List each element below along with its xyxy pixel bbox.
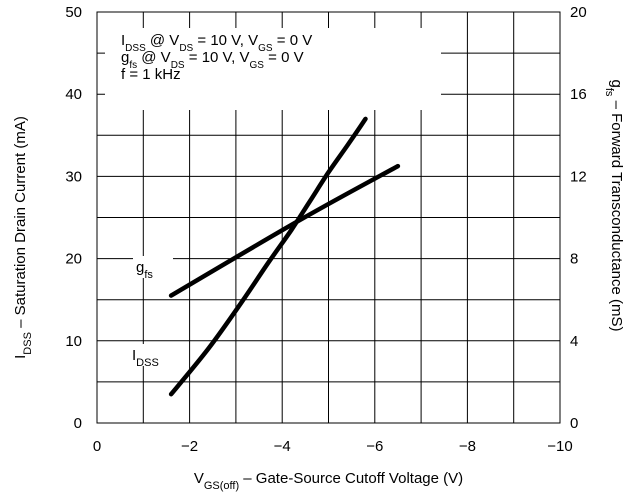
y-right-tick-label: 12: [570, 168, 587, 185]
y-left-axis-label: IDSS – Saturation Drain Current (mA): [12, 116, 34, 359]
y-left-tick-label: 0: [74, 415, 82, 432]
test-condition: gfs @ VDS = 10 V, VGS = 0 V: [121, 49, 304, 71]
y-right-tick-label: 16: [570, 86, 587, 103]
curves: [168, 116, 401, 397]
tick-labels: 0 −2 −4 −6 −8 −10 0 10 20 30 40 50 0 4 8 12 16 20: [65, 4, 586, 455]
y-right-axis-label: gfs – Forward Transconductance (mS): [603, 80, 625, 332]
y-right-tick-label: 0: [570, 415, 578, 432]
series-label-bg: [129, 344, 179, 366]
x-tick-label: −6: [366, 438, 383, 455]
y-left-tick-label: 30: [65, 168, 82, 185]
x-tick-label: −10: [547, 438, 572, 455]
y-left-tick-label: 50: [65, 4, 82, 21]
x-tick-label: 0: [93, 438, 101, 455]
y-right-tick-label: 20: [570, 4, 587, 21]
grid: [96, 11, 561, 424]
x-axis-label: VGS(off) – Gate-Source Cutoff Voltage (V…: [194, 470, 463, 492]
series-label-bg: [133, 256, 173, 278]
x-tick-label: −8: [459, 438, 476, 455]
y-right-tick-label: 4: [570, 333, 578, 350]
series-line-idss: [168, 116, 368, 397]
test-condition: f = 1 kHz: [121, 66, 181, 83]
labels: VGS(off) – Gate-Source Cutoff Voltage (V…: [12, 32, 625, 492]
x-tick-label: −4: [274, 438, 291, 455]
series-label: IDSS: [132, 347, 159, 369]
plot-frame: [96, 11, 561, 424]
y-left-tick-label: 20: [65, 251, 82, 268]
conditions-box: [105, 28, 441, 110]
y-left-tick-label: 10: [65, 333, 82, 350]
y-left-tick-label: 40: [65, 86, 82, 103]
series-label: gfs: [136, 259, 153, 281]
series-line-gfs: [168, 163, 401, 298]
x-tick-label: −2: [181, 438, 198, 455]
y-right-tick-label: 8: [570, 251, 578, 268]
test-condition: IDSS @ VDS = 10 V, VGS = 0 V: [121, 32, 312, 54]
